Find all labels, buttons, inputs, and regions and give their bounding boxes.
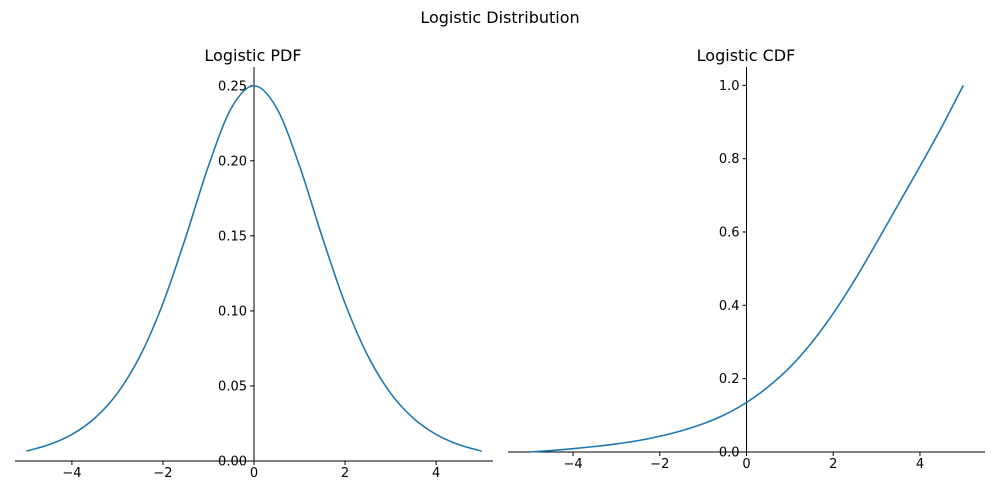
cdf-y-tick-label: 0.0 bbox=[719, 446, 740, 461]
cdf-x-tick-label: −2 bbox=[650, 457, 669, 472]
cdf-y-tick-label: 1.0 bbox=[719, 79, 740, 94]
cdf-series-line bbox=[529, 84, 965, 453]
cdf-plot-marks: −4 −2 0 2 4 0.0 0.2 0.4 0.6 0.8 1.0 bbox=[508, 67, 985, 472]
pdf-x-tick-label: 4 bbox=[432, 466, 440, 481]
pdf-x-tick-label: −4 bbox=[62, 466, 81, 481]
cdf-y-tick-label: 0.8 bbox=[719, 152, 740, 167]
pdf-y-tick-label: 0.05 bbox=[218, 379, 247, 394]
pdf-y-tick-label: 0.15 bbox=[218, 229, 247, 244]
pdf-y-tick-label: 0.25 bbox=[218, 79, 247, 94]
cdf-y-tick-label: 0.4 bbox=[719, 299, 740, 314]
cdf-plot-title: Logistic CDF bbox=[697, 46, 796, 65]
pdf-y-tick-label: 0.10 bbox=[218, 304, 247, 319]
pdf-x-tick-label: −2 bbox=[153, 466, 172, 481]
pdf-series-line bbox=[26, 84, 482, 452]
cdf-y-tick-label: 0.6 bbox=[719, 226, 740, 241]
pdf-plot-title: Logistic PDF bbox=[204, 46, 301, 65]
pdf-y-tick-label: 0.00 bbox=[218, 455, 247, 470]
pdf-y-tick-label: 0.20 bbox=[218, 154, 247, 169]
pdf-x-tick-label: 0 bbox=[250, 466, 258, 481]
cdf-x-tick-label: 2 bbox=[829, 457, 837, 472]
cdf-y-tick-label: 0.2 bbox=[719, 372, 740, 387]
cdf-x-tick-label: −4 bbox=[563, 457, 582, 472]
pdf-plot-marks: −4 −2 0 2 4 0.00 0.05 0.10 0.15 0.20 0.25 bbox=[15, 67, 493, 481]
pdf-x-tick-label: 2 bbox=[341, 466, 349, 481]
cdf-x-tick-label: 0 bbox=[742, 457, 750, 472]
figure-suptitle: Logistic Distribution bbox=[420, 8, 580, 27]
cdf-x-tick-label: 4 bbox=[916, 457, 924, 472]
